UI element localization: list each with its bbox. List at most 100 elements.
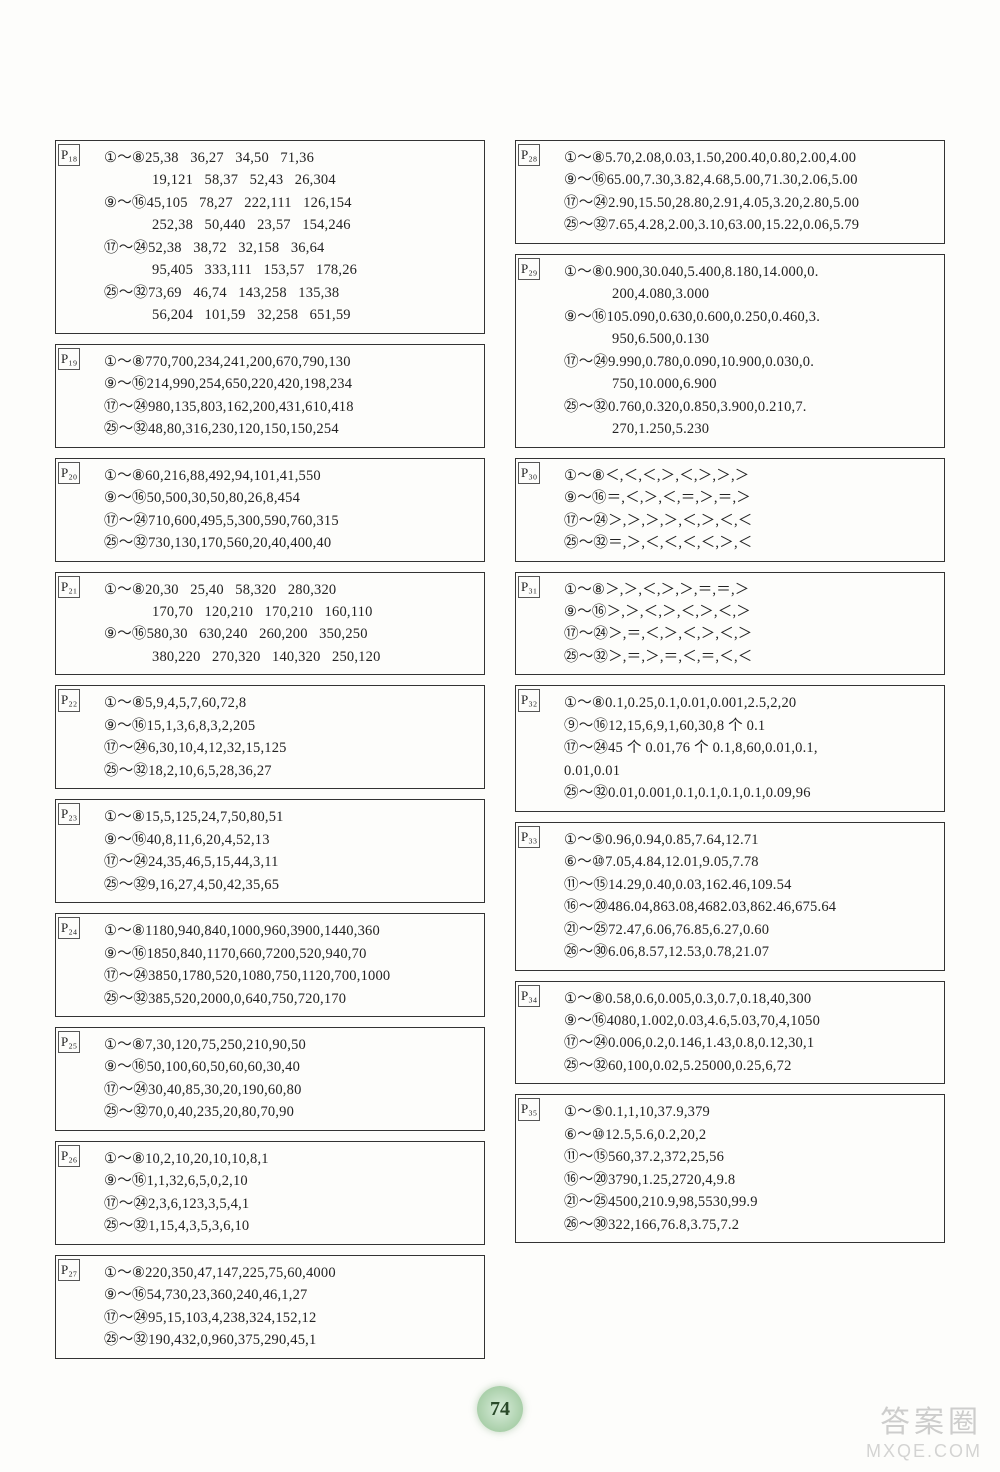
answer-line: ⑰～㉔＞,＞,＞,＞,＜,＞,＜,＜ [524,510,936,532]
answer-line: ⑰～㉔24,35,46,5,15,44,3,11 [64,851,476,873]
answer-line: ⑨～⑯15,1,3,6,8,3,2,205 [64,715,476,737]
answer-box: P₃₂①～⑧0.1,0.25,0.1,0.01,0.001,2.5,2,20⑨～… [515,685,945,811]
answer-line: ⑥～⑩7.05,4.84,12.01,9.05,7.78 [524,851,936,873]
answer-line: ⑨～⑯4080,1.002,0.03,4.6,5.03,70,4,1050 [524,1010,936,1032]
answer-box: P₁₈①～⑧25,38 36,27 34,50 71,3619,121 58,3… [55,140,485,334]
answer-line: ①～⑧0.58,0.6,0.005,0.3,0.7,0.18,40,300 [524,988,936,1010]
answer-box: P₃₁①～⑧＞,＞,＜,＞,＞,＝,＝,＞⑨～⑯＞,＞,＜,＞,＜,＞,＜,＞⑰… [515,572,945,676]
answer-line: 170,70 120,210 170,210 160,110 [64,601,476,623]
answer-line: ①～⑤0.1,1,10,37.9,379 [524,1101,936,1123]
answer-line: ㉕～㉜0.760,0.320,0.850,3.900,0.210,7. [524,396,936,418]
answer-line: ㉕～㉜385,520,2000,0,640,750,720,170 [64,988,476,1010]
answer-line: ⑰～㉔45 个 0.01,76 个 0.1,8,60,0.01,0.1, [524,737,936,759]
answer-line: ①～⑧＜,＜,＜,＞,＜,＞,＞,＞ [524,465,936,487]
answer-line: ⑨～⑯50,100,60,50,60,60,30,40 [64,1056,476,1078]
answer-line: ㉕～㉜73,69 46,74 143,258 135,38 [64,282,476,304]
answer-line: ⑨～⑯45,105 78,27 222,111 126,154 [64,192,476,214]
watermark: 答案圈 MXQE.COM [866,1397,982,1462]
answer-line: ①～⑧5,9,4,5,7,60,72,8 [64,692,476,714]
answer-box: P₂₇①～⑧220,350,47,147,225,75,60,4000⑨～⑯54… [55,1255,485,1359]
answer-line: ①～⑧0.900,30.040,5.400,8.180,14.000,0. [524,261,936,283]
answer-line: ①～⑧5.70,2.08,0.03,1.50,200.40,0.80,2.00,… [524,147,936,169]
answer-box: P₂₉①～⑧0.900,30.040,5.400,8.180,14.000,0.… [515,254,945,448]
answer-line: ㉕～㉜＝,＞,＜,＜,＜,＜,＞,＜ [524,532,936,554]
answer-box: P₂₄①～⑧1180,940,840,1000,960,3900,1440,36… [55,913,485,1017]
answer-line: ⑰～㉔52,38 38,72 32,158 36,64 [64,237,476,259]
left-column: P₁₈①～⑧25,38 36,27 34,50 71,3619,121 58,3… [55,140,485,1359]
answer-line: ㉕～㉜18,2,10,6,5,28,36,27 [64,760,476,782]
answer-line: ⑨～⑯＝,＜,＞,＜,＝,＞,＝,＞ [524,487,936,509]
answer-line: ⑰～㉔2.90,15.50,28.80,2.91,4.05,3.20,2.80,… [524,192,936,214]
answer-line: ⑥～⑩12.5,5.6,0.2,20,2 [524,1124,936,1146]
box-label: P₃₄ [518,985,540,1007]
answer-line: ⑨～⑯580,30 630,240 260,200 350,250 [64,623,476,645]
answer-line: 56,204 101,59 32,258 651,59 [64,304,476,326]
watermark-line1: 答案圈 [866,1397,982,1441]
right-column: P₂₈①～⑧5.70,2.08,0.03,1.50,200.40,0.80,2.… [515,140,945,1359]
answer-line: ①～⑧20,30 25,40 58,320 280,320 [64,579,476,601]
answer-line: ⑨～⑯54,730,23,360,240,46,1,27 [64,1284,476,1306]
box-label: P₃₂ [518,689,540,711]
box-label: P₃₅ [518,1098,540,1120]
answer-line: 380,220 270,320 140,320 250,120 [64,646,476,668]
box-label: P₂₃ [58,803,80,825]
answer-line: ㉕～㉜48,80,316,230,120,150,150,254 [64,418,476,440]
answer-line: ①～⑤0.96,0.94,0.85,7.64,12.71 [524,829,936,851]
answer-line: ⑨～⑯＞,＞,＜,＞,＜,＞,＜,＞ [524,601,936,623]
answer-line: 200,4.080,3.000 [524,283,936,305]
answer-box: P₂₂①～⑧5,9,4,5,7,60,72,8⑨～⑯15,1,3,6,8,3,2… [55,685,485,789]
page-number-badge: 74 [477,1386,523,1432]
box-label: P₂₁ [58,576,80,598]
answer-line: ㉑～㉕4500,210.9,98,5530,99.9 [524,1191,936,1213]
answer-line: ㉕～㉜190,432,0,960,375,290,45,1 [64,1329,476,1351]
answer-box: P₂₃①～⑧15,5,125,24,7,50,80,51⑨～⑯40,8,11,6… [55,799,485,903]
box-label: P₂₀ [58,462,80,484]
answer-line: 252,38 50,440 23,57 154,246 [64,214,476,236]
answer-line: ⑨～⑯50,500,30,50,80,26,8,454 [64,487,476,509]
answer-line: ①～⑧0.1,0.25,0.1,0.01,0.001,2.5,2,20 [524,692,936,714]
box-label: P₂₂ [58,689,80,711]
answer-line: ①～⑧＞,＞,＜,＞,＞,＝,＝,＞ [524,579,936,601]
answer-line: ①～⑧770,700,234,241,200,670,790,130 [64,351,476,373]
answer-box: P₂₆①～⑧10,2,10,20,10,10,8,1⑨～⑯1,1,32,6,5,… [55,1141,485,1245]
answer-line: ①～⑧7,30,120,75,250,210,90,50 [64,1034,476,1056]
answer-line: ⑨～⑯12,15,6,9,1,60,30,8 个 0.1 [524,715,936,737]
answer-line: ⑰～㉔9.990,0.780,0.090,10.900,0.030,0. [524,351,936,373]
answer-line: ①～⑧220,350,47,147,225,75,60,4000 [64,1262,476,1284]
answer-line: ①～⑧15,5,125,24,7,50,80,51 [64,806,476,828]
answer-line: ⑰～㉔710,600,495,5,300,590,760,315 [64,510,476,532]
answer-box: P₂₈①～⑧5.70,2.08,0.03,1.50,200.40,0.80,2.… [515,140,945,244]
page-root: P₁₈①～⑧25,38 36,27 34,50 71,3619,121 58,3… [0,0,1000,1472]
answer-box: P₃₀①～⑧＜,＜,＜,＞,＜,＞,＞,＞⑨～⑯＝,＜,＞,＜,＝,＞,＝,＞⑰… [515,458,945,562]
answer-line: ㉕～㉜9,16,27,4,50,42,35,65 [64,874,476,896]
answer-line: ⑰～㉔3850,1780,520,1080,750,1120,700,1000 [64,965,476,987]
watermark-line2: MXQE.COM [866,1441,982,1462]
answer-line: ①～⑧10,2,10,20,10,10,8,1 [64,1148,476,1170]
answer-line: 950,6.500,0.130 [524,328,936,350]
answer-line: ㉕～㉜0.01,0.001,0.1,0.1,0.1,0.1,0.09,96 [524,782,936,804]
answer-line: ⑨～⑯40,8,11,6,20,4,52,13 [64,829,476,851]
answer-line: ⑨～⑯1850,840,1170,660,7200,520,940,70 [64,943,476,965]
answer-box: P₂₁①～⑧20,30 25,40 58,320 280,320170,70 1… [55,572,485,676]
answer-line: ⑯～⑳3790,1.25,2720,4,9.8 [524,1169,936,1191]
box-label: P₂₄ [58,917,80,939]
answer-line: ⑨～⑯105.090,0.630,0.600,0.250,0.460,3. [524,306,936,328]
answer-line: ㉑～㉕72.47,6.06,76.85,6.27,0.60 [524,919,936,941]
answer-line: ㉕～㉜＞,＝,＞,＝,＜,＝,＜,＜ [524,646,936,668]
answer-line: ㉕～㉜7.65,4.28,2.00,3.10,63.00,15.22,0.06,… [524,214,936,236]
answer-line: ㉖～㉚322,166,76.8,3.75,7.2 [524,1214,936,1236]
box-label: P₃₁ [518,576,540,598]
answer-line: ⑨～⑯1,1,32,6,5,0,2,10 [64,1170,476,1192]
answer-line: 750,10.000,6.900 [524,373,936,395]
answer-line: ⑰～㉔＞,＝,＜,＞,＜,＞,＜,＞ [524,623,936,645]
answer-line: ⑪～⑮14.29,0.40,0.03,162.46,109.54 [524,874,936,896]
answer-line: ⑰～㉔980,135,803,162,200,431,610,418 [64,396,476,418]
answer-box: P₂₀①～⑧60,216,88,492,94,101,41,550⑨～⑯50,5… [55,458,485,562]
box-label: P₂₈ [518,144,540,166]
answer-line: ⑰～㉔0.006,0.2,0.146,1.43,0.8,0.12,30,1 [524,1032,936,1054]
box-label: P₃₀ [518,462,540,484]
box-label: P₃₃ [518,826,540,848]
answer-line: ⑪～⑮560,37.2,372,25,56 [524,1146,936,1168]
two-column-layout: P₁₈①～⑧25,38 36,27 34,50 71,3619,121 58,3… [55,140,945,1359]
page-number: 74 [490,1398,510,1421]
